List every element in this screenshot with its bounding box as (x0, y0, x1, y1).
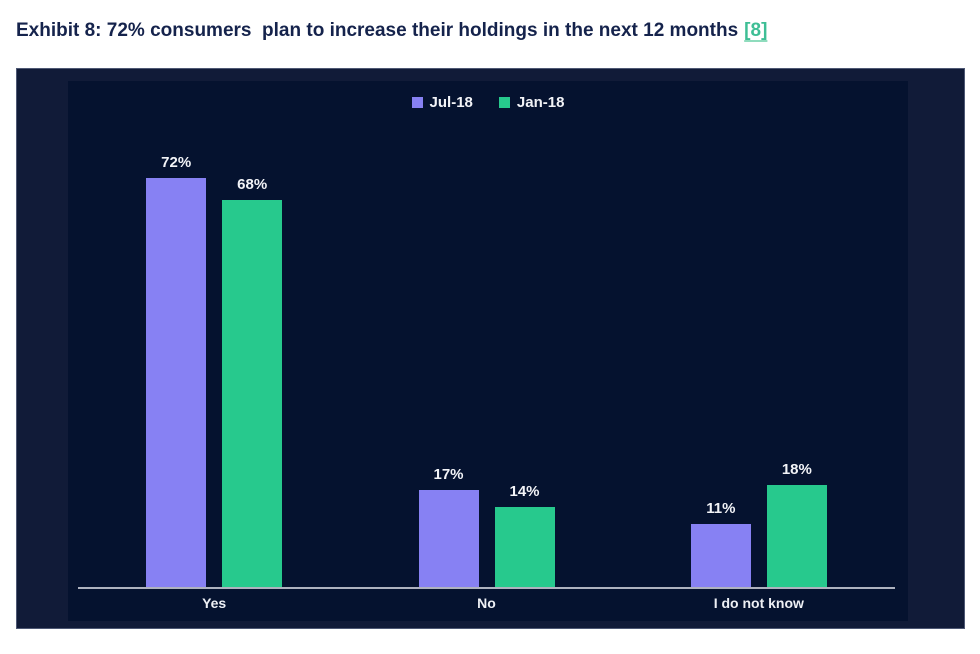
x-axis-line (78, 587, 895, 589)
bar-jan-18-i-do-not-know (766, 485, 827, 587)
reference-link[interactable]: [8] (744, 20, 768, 41)
bar-jul-18-i-do-not-know (690, 524, 751, 587)
legend-swatch-jan-18 (498, 97, 510, 108)
bar-group-yes: 72% 68% (146, 81, 283, 587)
bar-value-label: 14% (509, 483, 540, 500)
category-label-yes: Yes (202, 595, 227, 611)
bar-value-label: 72% (161, 154, 192, 171)
bar-value-label: 18% (781, 461, 812, 478)
plot-area: Jul-18 Jan-18 72% 68% 17% 14% 11% 18% Yes No I d… (68, 81, 908, 621)
legend-label: Jan-18 (516, 94, 565, 111)
legend-label: Jul-18 (429, 94, 473, 111)
bar-value-label: 17% (433, 466, 464, 483)
category-label-i-do-not-know: I do not know (713, 595, 804, 611)
legend-item-jan-18: Jan-18 (498, 94, 565, 111)
bar-jan-18-no (494, 507, 555, 587)
bar-group-i-do-not-know: 11% 18% (690, 81, 827, 587)
legend-item-jul-18: Jul-18 (411, 94, 473, 111)
chart-legend: Jul-18 Jan-18 (68, 94, 908, 111)
bar-value-label: 68% (237, 176, 268, 193)
bar-jul-18-no (418, 490, 479, 587)
exhibit-title-text: Exhibit 8: 72% consumers plan to increas… (16, 20, 739, 41)
bar-jul-18-yes (146, 178, 207, 587)
chart-panel: Jul-18 Jan-18 72% 68% 17% 14% 11% 18% Yes No I d… (16, 68, 965, 629)
page-title: Exhibit 8: 72% consumers plan to increas… (16, 20, 966, 42)
bar-group-no: 17% 14% (418, 81, 555, 587)
legend-swatch-jul-18 (411, 97, 423, 108)
category-label-no: No (477, 595, 496, 611)
bar-value-label: 11% (706, 500, 736, 517)
bar-jan-18-yes (222, 200, 283, 587)
